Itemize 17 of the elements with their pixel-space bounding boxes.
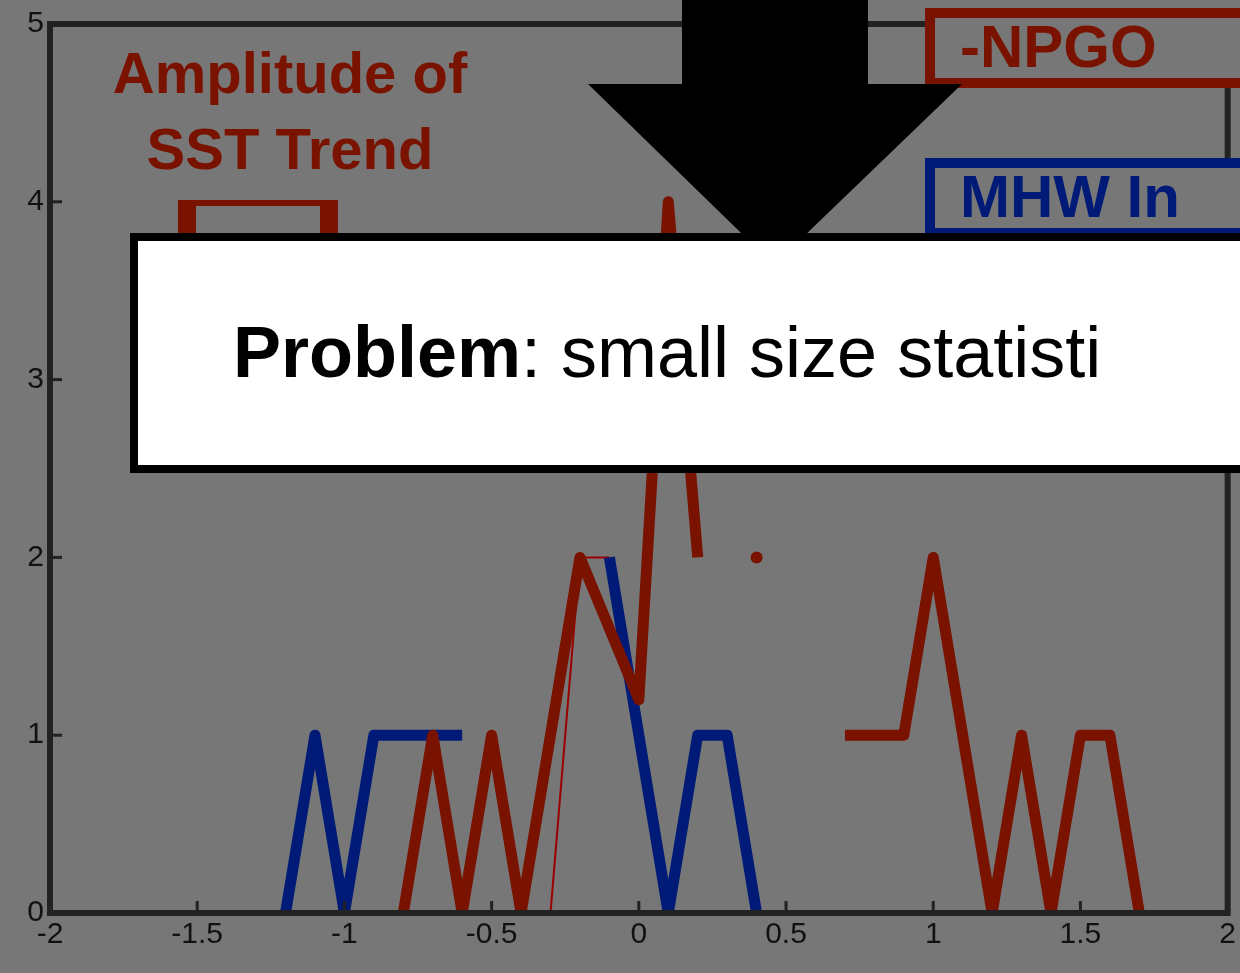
annotation: Amplitude of SST Trend xyxy=(111,39,469,183)
y-tick-label: 3 xyxy=(27,360,44,394)
x-tick-label: -1 xyxy=(331,916,358,950)
x-tick-label: 1 xyxy=(924,916,942,950)
x-tick-label: 0.5 xyxy=(765,916,807,950)
x-tick-label: 1.5 xyxy=(1059,916,1102,950)
x-tick-label: 2 xyxy=(1219,916,1236,950)
x-tick-label: 0 xyxy=(630,916,648,950)
annotation: Problem: small size statisti xyxy=(233,311,1102,393)
callout-box: Problem: small size statisti xyxy=(130,233,1240,473)
y-tick-label: 5 xyxy=(27,5,44,39)
text: -NPGO xyxy=(925,8,1240,88)
x-tick-label: -0.5 xyxy=(465,916,518,950)
y-tick-label: 2 xyxy=(27,538,44,572)
y-tick-label: 1 xyxy=(27,716,44,750)
y-tick-label: 4 xyxy=(27,183,44,217)
x-tick-label: -1.5 xyxy=(171,916,224,950)
